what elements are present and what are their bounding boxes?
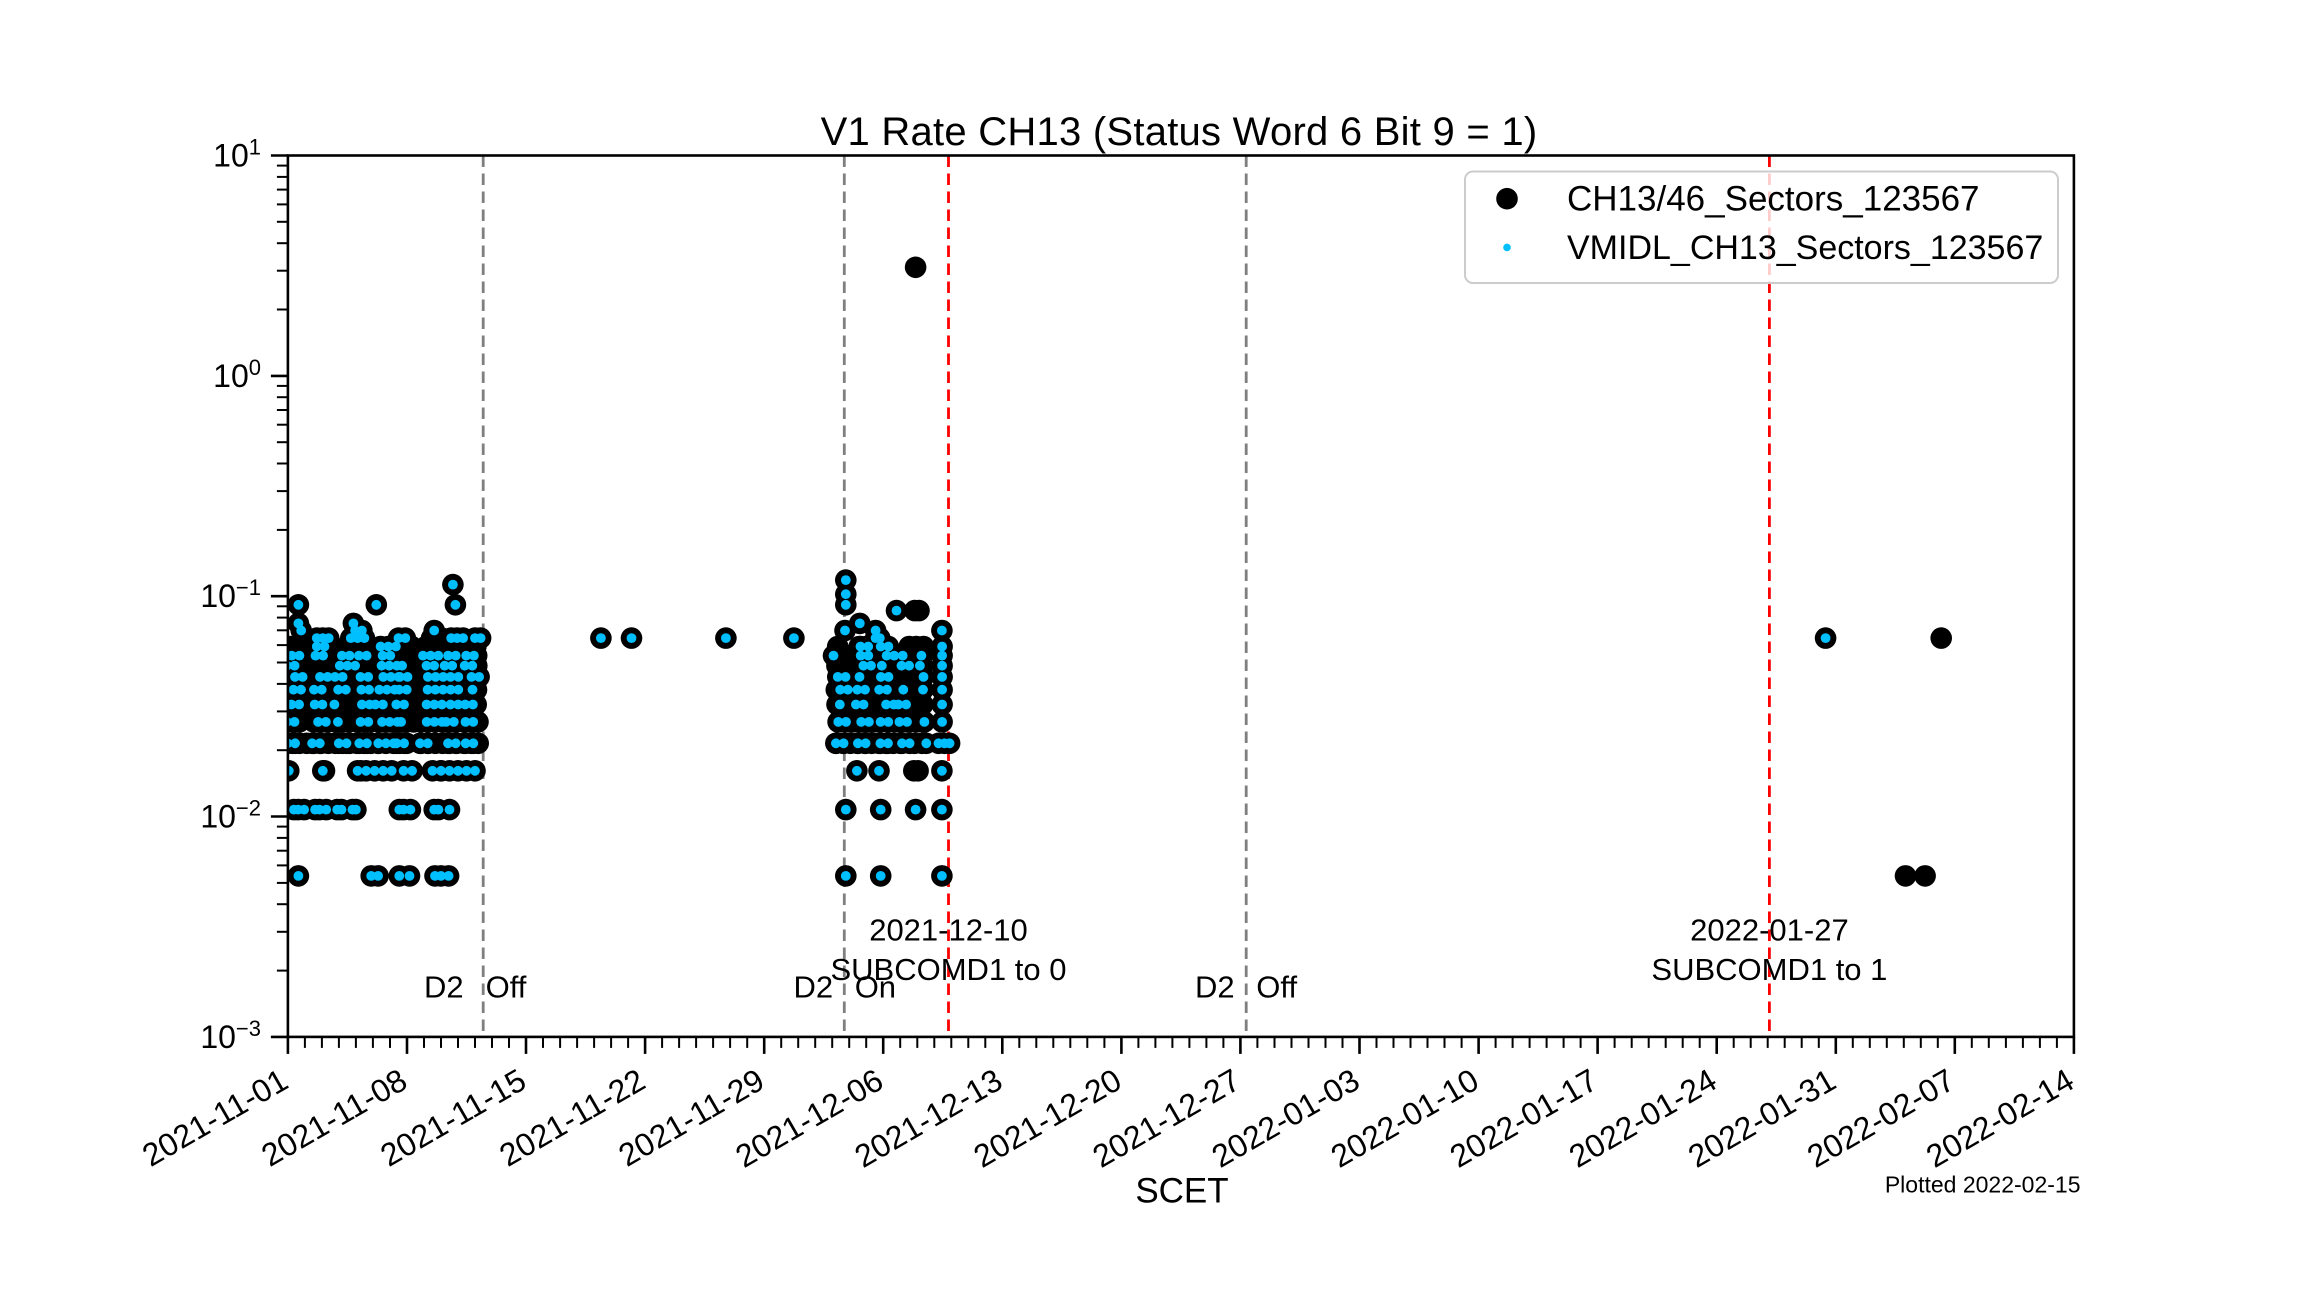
svg-text:On: On xyxy=(855,970,896,1005)
svg-text:D2: D2 xyxy=(424,970,464,1005)
svg-text:SUBCOMD1 to 0: SUBCOMD1 to 0 xyxy=(830,952,1066,987)
svg-text:10−2: 10−2 xyxy=(200,796,261,835)
svg-text:Off: Off xyxy=(1256,970,1297,1005)
svg-text:CH13/46_Sectors_123567: CH13/46_Sectors_123567 xyxy=(1567,179,1980,218)
svg-text:D2: D2 xyxy=(1195,970,1235,1005)
svg-text:SCET: SCET xyxy=(1135,1172,1228,1211)
svg-text:VMIDL_CH13_Sectors_123567: VMIDL_CH13_Sectors_123567 xyxy=(1567,229,2043,267)
svg-text:Plotted 2022-02-15: Plotted 2022-02-15 xyxy=(1885,1171,2081,1197)
svg-text:2021-12-10: 2021-12-10 xyxy=(869,913,1028,948)
svg-text:SUBCOMD1 to 1: SUBCOMD1 to 1 xyxy=(1651,952,1887,987)
svg-text:V1 Rate CH13 (Status Word 6 Bi: V1 Rate CH13 (Status Word 6 Bit 9 = 1) xyxy=(821,110,1538,154)
svg-text:2022-01-27: 2022-01-27 xyxy=(1690,913,1849,948)
svg-text:Off: Off xyxy=(486,970,527,1005)
svg-text:D2: D2 xyxy=(793,970,833,1005)
